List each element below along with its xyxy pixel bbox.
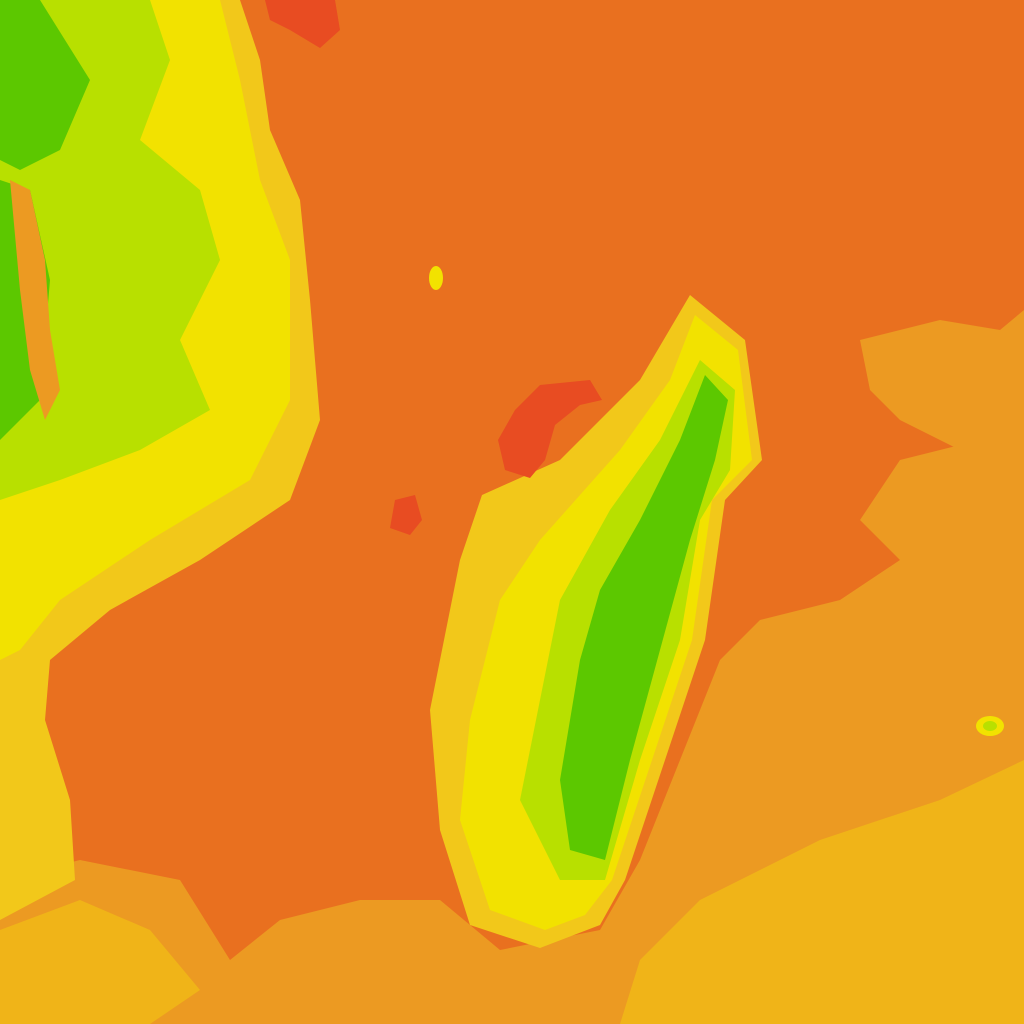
southwest-lighter-ocean bbox=[0, 900, 200, 1024]
hot-spot-crescent bbox=[498, 380, 602, 478]
island-small-east-core bbox=[983, 721, 997, 731]
hot-spot-north bbox=[265, 0, 340, 48]
island-comoros bbox=[429, 266, 443, 290]
hot-spot-small bbox=[390, 495, 422, 535]
east-ocean-patch bbox=[860, 310, 1024, 450]
lake-orange bbox=[10, 180, 60, 420]
madagascar-green bbox=[560, 375, 728, 860]
southeast-lighter-ocean bbox=[620, 760, 1024, 1024]
africa-land-green bbox=[0, 0, 90, 440]
